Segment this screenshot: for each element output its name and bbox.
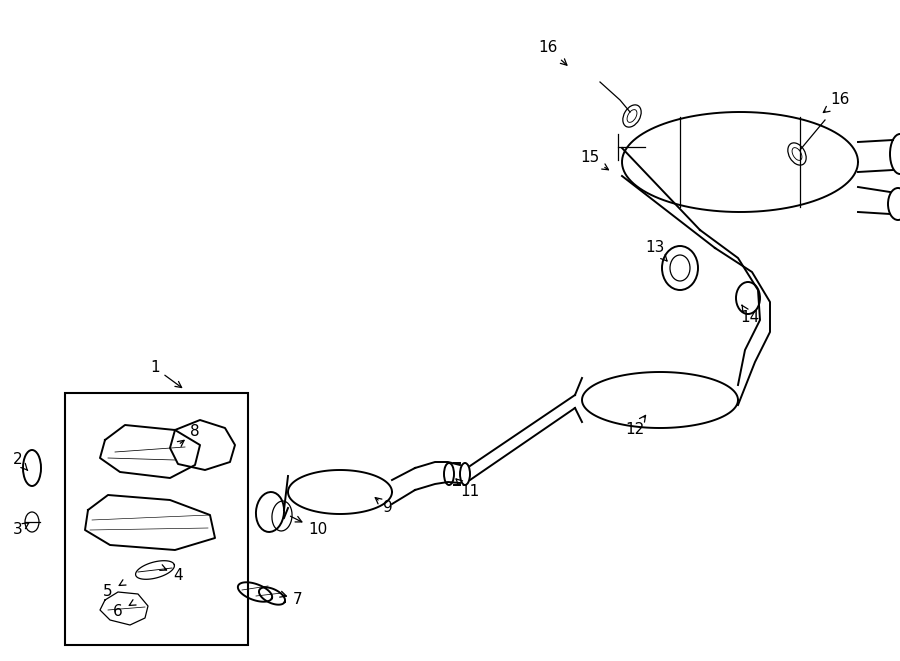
Text: 11: 11 <box>456 479 480 500</box>
Text: 6: 6 <box>113 600 136 619</box>
Text: 8: 8 <box>177 424 200 446</box>
Text: 7: 7 <box>280 592 302 607</box>
Text: 12: 12 <box>626 415 645 438</box>
Text: 13: 13 <box>645 241 667 261</box>
Text: 3: 3 <box>14 522 29 537</box>
Text: 16: 16 <box>824 93 850 112</box>
Text: 2: 2 <box>14 453 28 471</box>
Text: 1: 1 <box>150 360 182 387</box>
Text: 9: 9 <box>375 498 393 516</box>
Text: 4: 4 <box>160 564 183 582</box>
Text: 15: 15 <box>580 151 608 170</box>
Bar <box>65 393 248 645</box>
Text: 10: 10 <box>291 516 328 537</box>
Text: 14: 14 <box>741 305 760 325</box>
Text: 16: 16 <box>538 40 567 65</box>
Text: 5: 5 <box>104 580 126 600</box>
